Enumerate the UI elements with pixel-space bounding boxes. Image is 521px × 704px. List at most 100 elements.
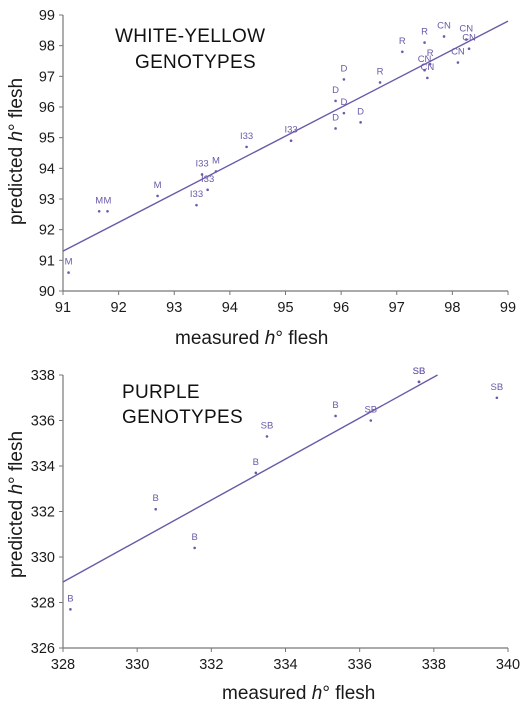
- y-axis-label-unit: ° flesh: [6, 431, 27, 484]
- y-tick-label: 90: [39, 284, 55, 300]
- y-tick-label: 336: [31, 414, 55, 430]
- data-point-label: D: [357, 106, 364, 117]
- data-point: [245, 145, 248, 149]
- x-tick-label: 96: [333, 300, 349, 316]
- y-axis-label: predicted h° flesh: [6, 431, 27, 578]
- data-point-label: I33: [195, 158, 208, 169]
- regression-line: [62, 20, 509, 252]
- y-axis-label-text: predicted: [6, 495, 27, 578]
- y-tick-label: 96: [39, 100, 55, 116]
- data-point-label: M: [95, 195, 103, 206]
- data-point: [195, 203, 198, 207]
- x-axis-label-text: measured: [175, 328, 265, 349]
- chart-title-line-1: PURPLE: [122, 382, 200, 403]
- data-point-label: CN: [437, 20, 451, 31]
- data-point-label: CN: [459, 24, 473, 35]
- x-tick-label: 95: [277, 300, 293, 316]
- y-axis-label-symbol: h: [6, 484, 27, 495]
- data-point: [426, 76, 429, 80]
- data-point: [456, 61, 460, 64]
- y-tick-label: 328: [31, 596, 55, 612]
- data-point: [417, 380, 421, 384]
- data-point: [423, 41, 426, 44]
- x-tick-label: 334: [273, 657, 297, 673]
- data-point: [423, 68, 426, 72]
- y-tick-label: 99: [39, 8, 55, 24]
- data-point: [154, 507, 158, 511]
- data-point: [464, 38, 468, 41]
- y-axis-label-symbol: h: [6, 131, 27, 142]
- y-tick-label: 97: [39, 69, 55, 85]
- data-point-label: R: [421, 27, 428, 38]
- white-yellow-chart: WHITE-YELLOW GENOTYPES measured h° flesh…: [6, 8, 516, 349]
- data-point: [193, 546, 196, 550]
- data-point-label: CN: [418, 54, 432, 65]
- data-point: [289, 139, 293, 143]
- data-point: [97, 209, 101, 213]
- data-point-label: SB: [413, 366, 426, 377]
- y-tick-label: 338: [31, 368, 55, 384]
- data-point: [214, 170, 218, 173]
- chart-title-line-2: GENOTYPES: [135, 52, 256, 73]
- data-point: [428, 62, 432, 66]
- x-tick-label: 99: [500, 300, 516, 316]
- y-axis-label: predicted h° flesh: [6, 78, 27, 225]
- data-point: [342, 78, 346, 81]
- data-point-label: SB: [364, 405, 377, 416]
- x-axis-label: measured h° flesh: [222, 683, 375, 704]
- x-axis-label-unit: ° flesh: [275, 328, 328, 349]
- data-point: [254, 471, 258, 475]
- data-point-label: D: [332, 85, 339, 96]
- data-point: [200, 173, 204, 176]
- data-point-label: CN: [420, 62, 434, 73]
- x-axis-label-symbol: h: [265, 328, 276, 349]
- y-tick-label: 93: [39, 192, 55, 208]
- data-point: [359, 121, 362, 124]
- data-point-label: I33: [190, 189, 203, 200]
- data-point: [69, 608, 72, 611]
- data-point-label: M: [154, 180, 162, 191]
- x-tick-label: 340: [496, 657, 520, 673]
- data-point-label: CN: [451, 47, 465, 58]
- data-point: [369, 419, 373, 422]
- y-tick-label: 332: [31, 505, 55, 521]
- data-point-label: I33: [284, 125, 297, 136]
- data-point: [156, 194, 159, 198]
- data-point: [342, 111, 346, 115]
- data-point-label: B: [191, 532, 197, 543]
- data-point-label: D: [332, 112, 339, 123]
- x-tick-label: 92: [111, 300, 127, 316]
- data-point: [334, 99, 337, 103]
- data-point: [265, 435, 269, 438]
- y-tick-label: 98: [39, 39, 55, 55]
- data-point: [378, 81, 382, 84]
- data-point: [401, 50, 404, 54]
- x-tick-label: 91: [55, 300, 71, 316]
- x-axis-label: measured h° flesh: [175, 328, 328, 349]
- x-tick-label: 93: [166, 300, 182, 316]
- data-point-label: B: [153, 493, 159, 504]
- data-point-label: I33: [201, 174, 214, 185]
- x-tick-label: 338: [422, 657, 446, 673]
- x-axis-label-unit: ° flesh: [322, 683, 375, 704]
- data-point-label: R: [399, 36, 406, 47]
- y-tick-label: 92: [39, 223, 55, 239]
- data-point-label: SB: [491, 382, 504, 393]
- data-point-label: B: [67, 593, 73, 604]
- x-tick-label: 94: [222, 300, 238, 316]
- y-tick-label: 91: [39, 253, 55, 269]
- data-point-label: M: [104, 195, 112, 206]
- x-tick-label: 98: [444, 300, 460, 316]
- data-point-label: CN: [462, 33, 476, 44]
- data-point: [334, 414, 337, 418]
- data-point-label: B: [253, 457, 259, 468]
- data-point-label: SB: [413, 366, 426, 377]
- data-point-label: B: [332, 400, 338, 411]
- y-tick-label: 326: [31, 641, 55, 657]
- chart-title-line-1: WHITE-YELLOW: [115, 26, 265, 47]
- data-point-label: I33: [240, 131, 253, 142]
- data-point-label: SB: [261, 420, 274, 431]
- y-axis-label-unit: ° flesh: [6, 78, 27, 131]
- data-point-label: M: [212, 155, 220, 166]
